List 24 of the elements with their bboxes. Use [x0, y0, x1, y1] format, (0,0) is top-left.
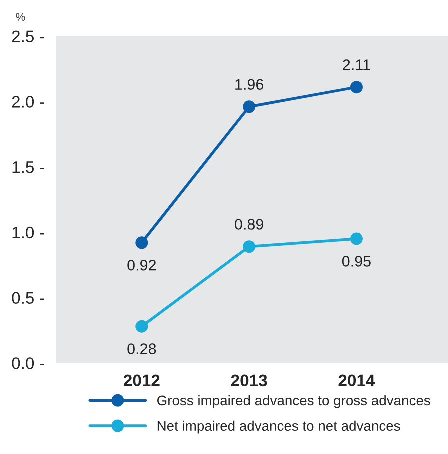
y-tick-label: 2.5 -	[12, 30, 44, 43]
point	[136, 320, 148, 333]
point	[350, 232, 363, 246]
point	[243, 240, 256, 254]
point	[136, 236, 148, 250]
y-tick-label: 0.0 -	[12, 358, 44, 370]
data-label: 0.28	[128, 344, 156, 354]
y-tick-label: 1.5 -	[12, 162, 44, 174]
x-tick-label: 2012	[124, 374, 160, 387]
data-label: 2.11	[343, 60, 370, 70]
y-axis-title: %	[16, 13, 26, 22]
point	[350, 81, 363, 94]
data-label: 0.92	[128, 260, 156, 271]
y-tick-label: 1.0 -	[12, 226, 44, 239]
legend-label: Net impaired advances to net advances	[158, 420, 400, 434]
data-label: 0.95	[342, 256, 371, 267]
point	[243, 100, 256, 114]
x-tick-label: 2014	[338, 374, 376, 387]
legend-label: Gross impaired advances to gross advances	[158, 395, 430, 408]
data-label: 0.89	[235, 219, 264, 230]
data-label: 1.96	[236, 79, 264, 90]
y-tick-label: 0.5 -	[12, 292, 44, 304]
x-tick-label: 2013	[231, 374, 268, 387]
y-tick-label: 2.0 -	[12, 96, 44, 108]
